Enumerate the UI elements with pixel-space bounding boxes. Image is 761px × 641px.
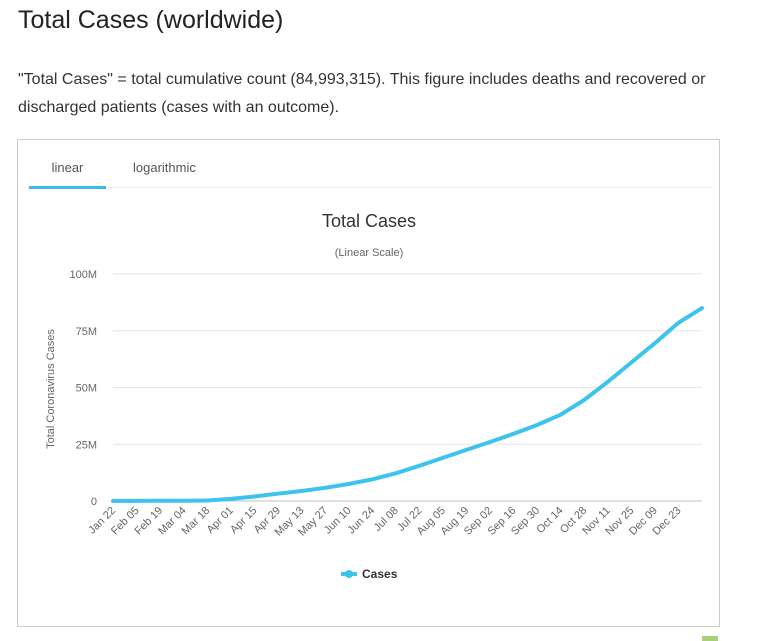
page-corner-marker	[702, 636, 718, 641]
y-tick-label: 25M	[76, 439, 97, 451]
y-tick-label: 50M	[76, 383, 97, 395]
scale-tabs: linear logarithmic	[28, 140, 711, 189]
tab-logarithmic[interactable]: logarithmic	[133, 160, 196, 175]
chart-subtitle: (Linear Scale)	[335, 247, 403, 259]
total-cases-chart: Total Cases (Linear Scale) Total Coronav…	[45, 211, 704, 581]
series-line-cases	[111, 306, 704, 503]
y-tick-label: 0	[91, 496, 97, 508]
y-tick-label: 100M	[69, 269, 97, 281]
chart-title: Total Cases	[322, 211, 416, 231]
legend-label[interactable]: Cases	[362, 567, 398, 581]
page-description: "Total Cases" = total cumulative count (…	[18, 71, 706, 116]
page-title: Total Cases (worldwide)	[18, 6, 284, 34]
tab-linear[interactable]: linear	[29, 160, 106, 189]
x-tick-label: Jun 24	[345, 505, 377, 537]
y-axis-title: Total Coronavirus Cases	[45, 329, 57, 449]
y-tick-label: 75M	[76, 326, 97, 338]
legend-marker	[345, 570, 353, 578]
chart-panel: linear logarithmic Total Cases (Linear S…	[17, 139, 720, 627]
x-tick-label: Jul 08	[372, 505, 401, 534]
